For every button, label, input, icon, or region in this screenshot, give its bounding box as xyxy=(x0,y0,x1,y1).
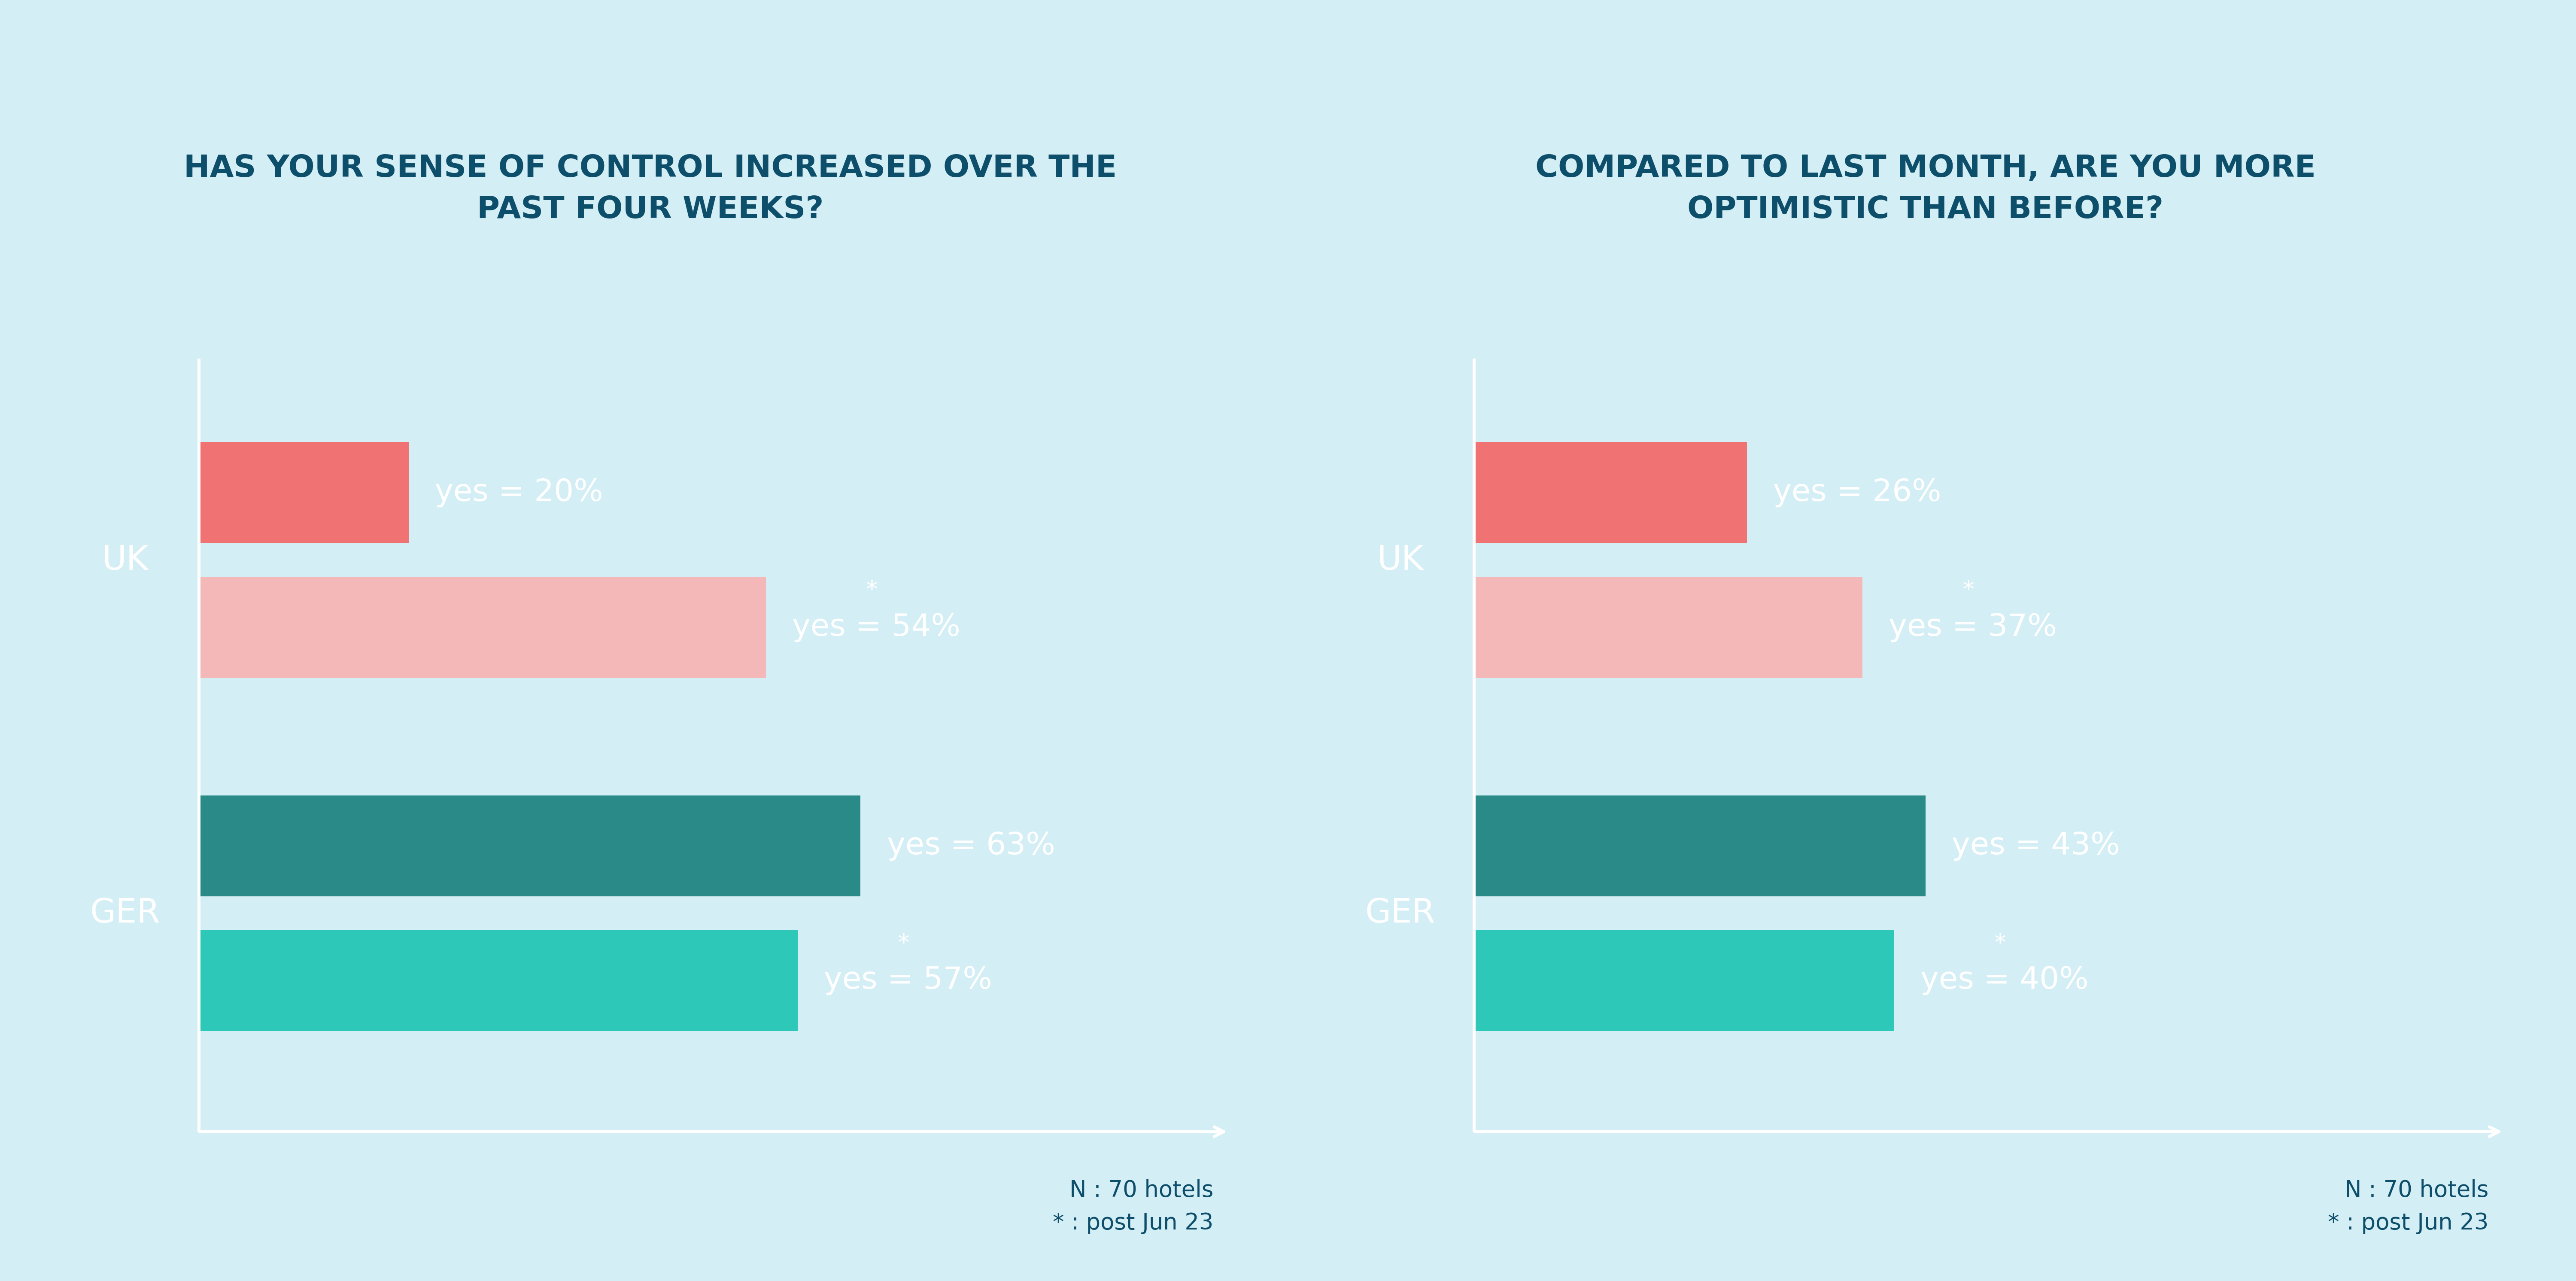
Text: HAS YOUR SENSE OF CONTROL INCREASED OVER THE
PAST FOUR WEEKS?: HAS YOUR SENSE OF CONTROL INCREASED OVER… xyxy=(183,154,1118,224)
Bar xyxy=(198,576,765,678)
Text: yes = 63%: yes = 63% xyxy=(886,831,1056,861)
Text: *: * xyxy=(793,579,878,602)
Text: N : 70 hotels
* : post Jun 23: N : 70 hotels * : post Jun 23 xyxy=(1054,1179,1213,1235)
Text: UK: UK xyxy=(103,543,149,576)
Text: yes = 40%: yes = 40% xyxy=(1919,966,2089,995)
Bar xyxy=(1473,442,1747,543)
Text: COMPARED TO LAST MONTH, ARE YOU MORE
OPTIMISTIC THAN BEFORE?: COMPARED TO LAST MONTH, ARE YOU MORE OPT… xyxy=(1535,154,2316,224)
Text: *: * xyxy=(1919,933,2007,954)
Text: yes = 20%: yes = 20% xyxy=(435,478,603,507)
Text: yes = 26%: yes = 26% xyxy=(1772,478,1942,507)
Bar xyxy=(1473,576,1862,678)
Text: GER: GER xyxy=(90,897,160,930)
Bar xyxy=(198,442,410,543)
Text: *: * xyxy=(1888,579,1973,602)
Text: *: * xyxy=(824,933,909,954)
Bar xyxy=(198,930,799,1031)
Bar xyxy=(1473,930,1893,1031)
Text: yes = 37%: yes = 37% xyxy=(1888,612,2058,642)
Text: yes = 57%: yes = 57% xyxy=(824,966,992,995)
Text: yes = 54%: yes = 54% xyxy=(793,612,961,642)
Text: UK: UK xyxy=(1378,543,1425,576)
Text: GER: GER xyxy=(1365,897,1435,930)
Bar xyxy=(198,796,860,897)
Text: N : 70 hotels
* : post Jun 23: N : 70 hotels * : post Jun 23 xyxy=(2329,1179,2488,1235)
Text: yes = 43%: yes = 43% xyxy=(1953,831,2120,861)
Bar xyxy=(1473,796,1924,897)
